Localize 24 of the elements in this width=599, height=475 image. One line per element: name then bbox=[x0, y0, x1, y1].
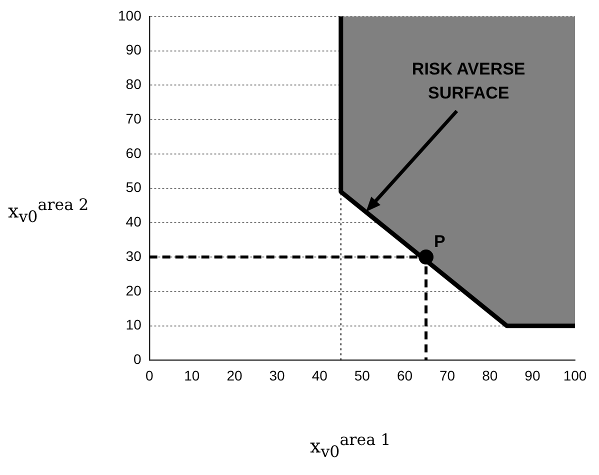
y-tick-label: 70 bbox=[126, 110, 142, 126]
x-tick-label: 70 bbox=[440, 367, 456, 384]
x-tick-label: 100 bbox=[563, 367, 587, 384]
y-tick-label: 50 bbox=[126, 179, 142, 196]
y-tick-label: 20 bbox=[126, 282, 142, 298]
y-tick-label: 80 bbox=[126, 76, 142, 92]
y-tick-label: 40 bbox=[126, 214, 142, 230]
x-tick-label: 20 bbox=[226, 367, 242, 384]
x-tick-label: 0 bbox=[145, 367, 154, 384]
annotation: RISK AVERSE SURFACE bbox=[412, 59, 526, 102]
x-tick-label: 10 bbox=[184, 367, 200, 384]
annotation: P bbox=[434, 232, 446, 252]
x-tick-label: 60 bbox=[396, 367, 413, 384]
x-tick-label: 80 bbox=[482, 367, 498, 384]
y-tick-label: 0 bbox=[134, 351, 142, 368]
y-tick-label: 10 bbox=[126, 316, 142, 333]
y-tick-label: 90 bbox=[126, 42, 142, 58]
x-tick-label: 50 bbox=[354, 367, 370, 384]
x-tick-label: 90 bbox=[524, 367, 540, 384]
x-tick-label: 40 bbox=[312, 367, 328, 384]
y-tick-label: 30 bbox=[126, 248, 142, 264]
x-tick-label: 30 bbox=[269, 367, 286, 384]
y-tick-label: 60 bbox=[126, 144, 142, 161]
y-tick-label: 100 bbox=[118, 7, 142, 24]
